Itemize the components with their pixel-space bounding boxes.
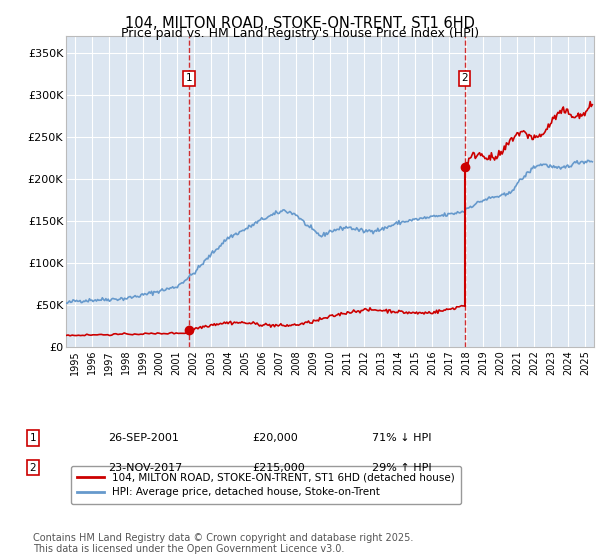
- Text: 71% ↓ HPI: 71% ↓ HPI: [372, 433, 431, 443]
- Text: 1: 1: [29, 433, 37, 443]
- Text: Price paid vs. HM Land Registry's House Price Index (HPI): Price paid vs. HM Land Registry's House …: [121, 27, 479, 40]
- Text: £20,000: £20,000: [252, 433, 298, 443]
- Legend: 104, MILTON ROAD, STOKE-ON-TRENT, ST1 6HD (detached house), HPI: Average price, : 104, MILTON ROAD, STOKE-ON-TRENT, ST1 6H…: [71, 466, 461, 503]
- Text: 104, MILTON ROAD, STOKE-ON-TRENT, ST1 6HD: 104, MILTON ROAD, STOKE-ON-TRENT, ST1 6H…: [125, 16, 475, 31]
- Text: £215,000: £215,000: [252, 463, 305, 473]
- Text: 26-SEP-2001: 26-SEP-2001: [108, 433, 179, 443]
- Text: 29% ↑ HPI: 29% ↑ HPI: [372, 463, 431, 473]
- Text: 2: 2: [461, 73, 468, 83]
- Text: 2: 2: [29, 463, 37, 473]
- Text: 23-NOV-2017: 23-NOV-2017: [108, 463, 182, 473]
- Text: Contains HM Land Registry data © Crown copyright and database right 2025.
This d: Contains HM Land Registry data © Crown c…: [33, 533, 413, 554]
- Text: 1: 1: [186, 73, 193, 83]
